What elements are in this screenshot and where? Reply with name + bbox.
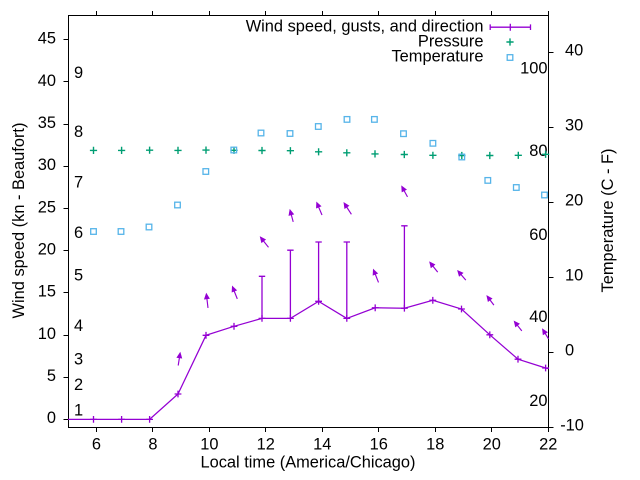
svg-text:22: 22 — [539, 436, 557, 454]
svg-text:9: 9 — [74, 64, 83, 82]
svg-text:18: 18 — [426, 436, 444, 454]
svg-text:2: 2 — [74, 376, 83, 394]
svg-text:8: 8 — [148, 436, 157, 454]
svg-text:0: 0 — [565, 341, 574, 359]
svg-text:Local time (America/Chicago): Local time (America/Chicago) — [201, 454, 416, 472]
svg-text:7: 7 — [74, 174, 83, 192]
svg-text:Wind speed, gusts, and directi: Wind speed, gusts, and direction — [246, 17, 484, 35]
svg-text:0: 0 — [47, 409, 56, 427]
svg-text:20: 20 — [483, 436, 501, 454]
svg-text:14: 14 — [313, 436, 331, 454]
svg-text:3: 3 — [74, 351, 83, 369]
svg-text:10: 10 — [200, 436, 218, 454]
svg-text:1: 1 — [74, 401, 83, 419]
svg-text:20: 20 — [529, 392, 547, 410]
svg-text:30: 30 — [565, 117, 583, 135]
svg-text:5: 5 — [47, 367, 56, 385]
svg-text:6: 6 — [92, 436, 101, 454]
svg-text:Temperature (C - F): Temperature (C - F) — [599, 149, 617, 293]
svg-text:40: 40 — [38, 72, 56, 90]
svg-text:4: 4 — [74, 317, 83, 335]
svg-text:45: 45 — [38, 30, 56, 48]
svg-text:Wind speed (kn - Beaufort): Wind speed (kn - Beaufort) — [10, 123, 28, 319]
svg-text:-10: -10 — [560, 416, 584, 434]
svg-text:10: 10 — [38, 325, 56, 343]
svg-text:25: 25 — [38, 198, 56, 216]
svg-text:40: 40 — [565, 42, 583, 60]
svg-text:Pressure: Pressure — [418, 32, 484, 50]
svg-text:8: 8 — [74, 123, 83, 141]
svg-text:Temperature: Temperature — [391, 47, 483, 65]
svg-text:20: 20 — [565, 192, 583, 210]
svg-text:60: 60 — [529, 226, 547, 244]
svg-text:15: 15 — [38, 283, 56, 301]
svg-text:10: 10 — [565, 266, 583, 284]
svg-text:6: 6 — [74, 224, 83, 242]
svg-text:20: 20 — [38, 241, 56, 259]
svg-text:100: 100 — [520, 59, 547, 77]
svg-text:5: 5 — [74, 266, 83, 284]
svg-text:80: 80 — [529, 142, 547, 160]
svg-text:35: 35 — [38, 114, 56, 132]
svg-text:16: 16 — [370, 436, 388, 454]
svg-text:12: 12 — [257, 436, 275, 454]
svg-text:30: 30 — [38, 156, 56, 174]
svg-text:40: 40 — [529, 308, 547, 326]
